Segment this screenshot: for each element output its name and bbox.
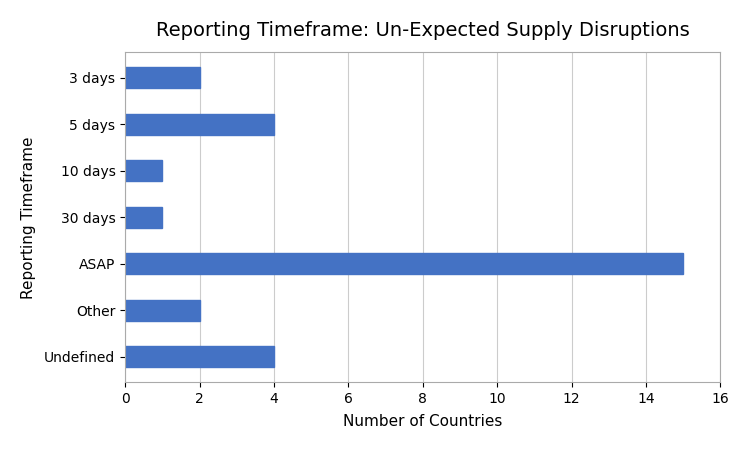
Bar — [125, 68, 200, 88]
Y-axis label: Reporting Timeframe: Reporting Timeframe — [21, 136, 36, 298]
Bar — [125, 160, 162, 181]
Bar — [125, 114, 274, 135]
Bar — [125, 300, 200, 321]
Bar — [125, 207, 162, 228]
X-axis label: Number of Countries: Number of Countries — [343, 414, 502, 429]
Title: Reporting Timeframe: Un-Expected Supply Disruptions: Reporting Timeframe: Un-Expected Supply … — [156, 21, 689, 40]
Bar — [125, 346, 274, 367]
Bar — [125, 253, 683, 274]
